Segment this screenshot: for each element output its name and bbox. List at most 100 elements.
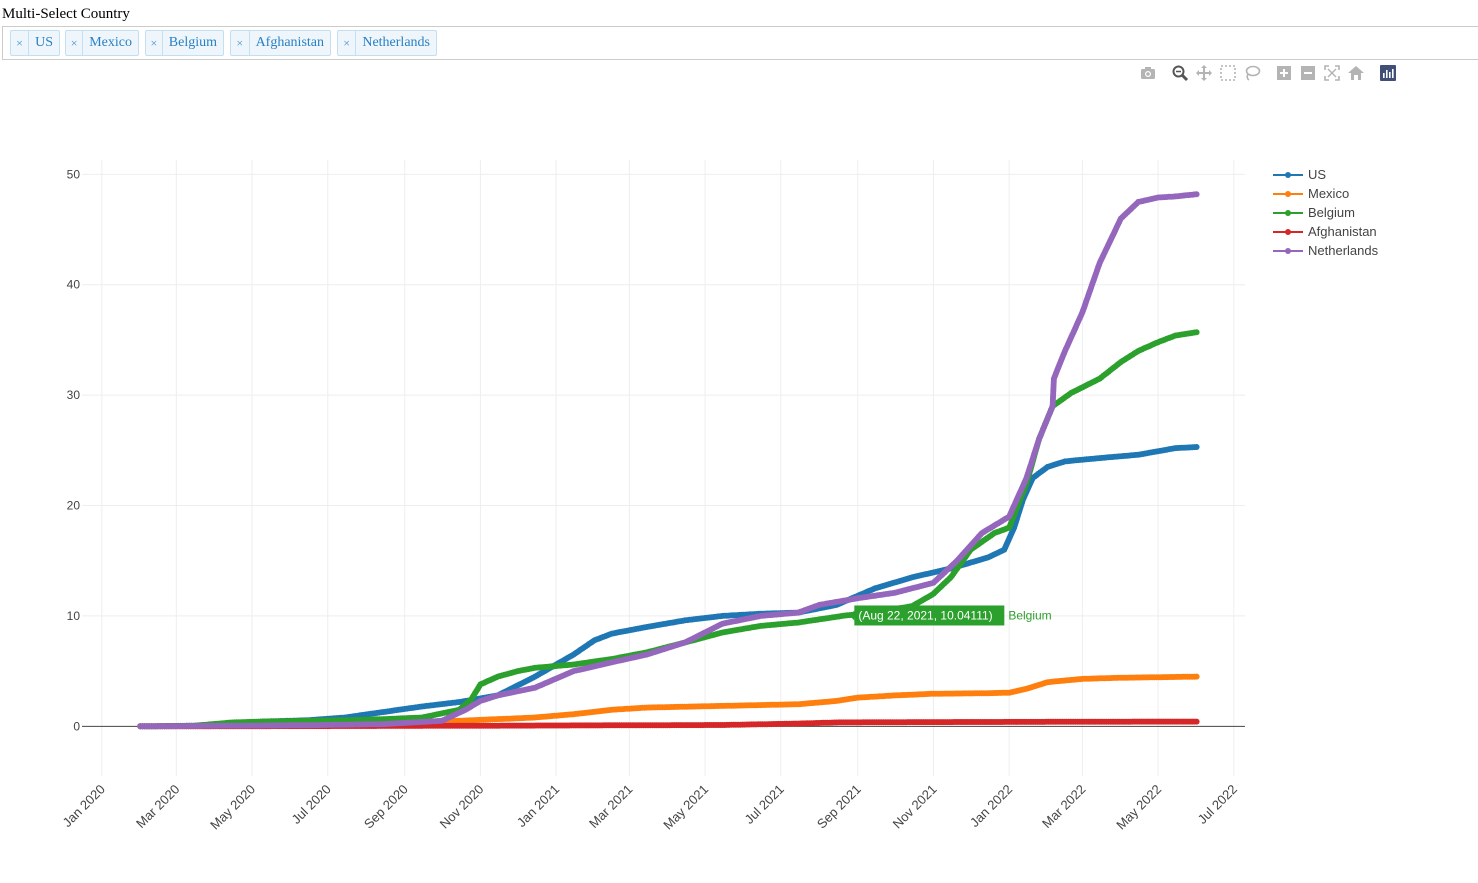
data-point (892, 589, 898, 596)
data-point (876, 584, 883, 591)
data-point (833, 598, 840, 605)
data-point (269, 723, 276, 730)
data-point (197, 722, 204, 729)
legend-item[interactable]: Netherlands (1273, 243, 1379, 258)
data-point (1067, 335, 1074, 342)
data-point (196, 723, 203, 730)
data-point (1049, 401, 1056, 408)
data-point (516, 715, 523, 722)
data-point (959, 551, 966, 558)
camera-icon[interactable] (1139, 64, 1157, 82)
legend-item[interactable]: Afghanistan (1273, 224, 1377, 239)
data-point (1011, 501, 1018, 508)
data-point (416, 719, 423, 725)
data-point (527, 685, 534, 692)
pan-icon[interactable] (1195, 64, 1213, 82)
data-point (813, 720, 820, 726)
plotly-logo-icon[interactable] (1379, 64, 1397, 82)
data-point (393, 720, 400, 727)
zoom-out-icon[interactable] (1299, 64, 1317, 82)
data-point (948, 719, 955, 726)
data-point (956, 563, 963, 569)
data-point (1191, 329, 1198, 336)
data-point (1030, 457, 1037, 464)
x-tick-label: Jul 2020 (289, 782, 334, 827)
data-point (860, 590, 866, 597)
data-point (631, 722, 638, 729)
country-chip[interactable]: × Netherlands (337, 30, 437, 56)
data-point (980, 537, 987, 544)
data-point (402, 715, 408, 722)
data-point (369, 710, 376, 717)
data-point (190, 722, 197, 729)
data-point (842, 719, 849, 726)
data-point (262, 718, 268, 725)
data-point (1019, 497, 1026, 503)
data-point (670, 704, 677, 710)
data-point (1086, 675, 1093, 682)
country-multi-select[interactable]: × US × Mexico × Belgium × Afghanistan × Netherlan… (2, 26, 1478, 60)
data-point (853, 611, 859, 618)
data-point (1062, 345, 1069, 352)
data-point (251, 718, 258, 725)
remove-chip-icon[interactable]: × (338, 31, 357, 55)
data-point (793, 609, 799, 616)
data-point (572, 667, 579, 674)
legend-item[interactable]: Mexico (1273, 186, 1349, 201)
country-chip[interactable]: × Afghanistan (230, 30, 331, 56)
country-chip[interactable]: × US (10, 30, 60, 56)
data-point (318, 722, 325, 728)
data-point (999, 719, 1006, 725)
remove-chip-icon[interactable]: × (231, 31, 250, 55)
data-point (748, 721, 755, 728)
remove-chip-icon[interactable]: × (66, 31, 84, 55)
zoom-in-icon[interactable] (1275, 64, 1293, 82)
data-point (589, 709, 596, 715)
data-point (898, 588, 905, 595)
data-point (626, 652, 633, 659)
lasso-select-icon[interactable] (1243, 64, 1261, 82)
data-point (1170, 333, 1177, 340)
data-point (304, 723, 311, 730)
data-point (680, 617, 687, 624)
data-point (1145, 718, 1152, 725)
data-point (808, 700, 814, 707)
data-point (405, 719, 412, 726)
data-point (1126, 674, 1133, 681)
data-point (981, 719, 988, 725)
data-point (383, 722, 390, 729)
data-point (984, 719, 990, 725)
data-point (190, 723, 197, 730)
data-point (443, 709, 450, 716)
reset-axes-icon[interactable] (1347, 64, 1365, 82)
remove-chip-icon[interactable]: × (146, 31, 163, 55)
legend-item[interactable]: Belgium (1273, 205, 1355, 220)
data-point (1050, 388, 1057, 395)
data-point (1009, 505, 1016, 512)
data-point (447, 700, 454, 707)
data-point (997, 519, 1004, 526)
data-point (447, 722, 454, 729)
country-chip[interactable]: × Mexico (65, 30, 139, 56)
data-point (304, 717, 311, 724)
data-point (793, 609, 799, 616)
country-chip[interactable]: × Belgium (145, 30, 224, 56)
data-point (953, 566, 960, 573)
data-point (1007, 520, 1014, 527)
autoscale-icon[interactable] (1323, 64, 1341, 82)
remove-chip-icon[interactable]: × (11, 31, 30, 55)
data-point (512, 688, 519, 695)
legend[interactable]: US Mexico Belgium Afghanistan Netherlands (1273, 167, 1379, 258)
data-point (286, 718, 293, 725)
zoom-icon[interactable] (1171, 64, 1189, 82)
legend-item[interactable]: US (1273, 167, 1326, 182)
data-point (1014, 718, 1021, 725)
data-point (682, 639, 689, 646)
data-point (152, 723, 159, 730)
data-point (674, 703, 681, 710)
box-select-icon[interactable] (1219, 64, 1237, 82)
data-point (1163, 194, 1170, 200)
data-point (1112, 363, 1119, 370)
data-point (1007, 511, 1014, 518)
